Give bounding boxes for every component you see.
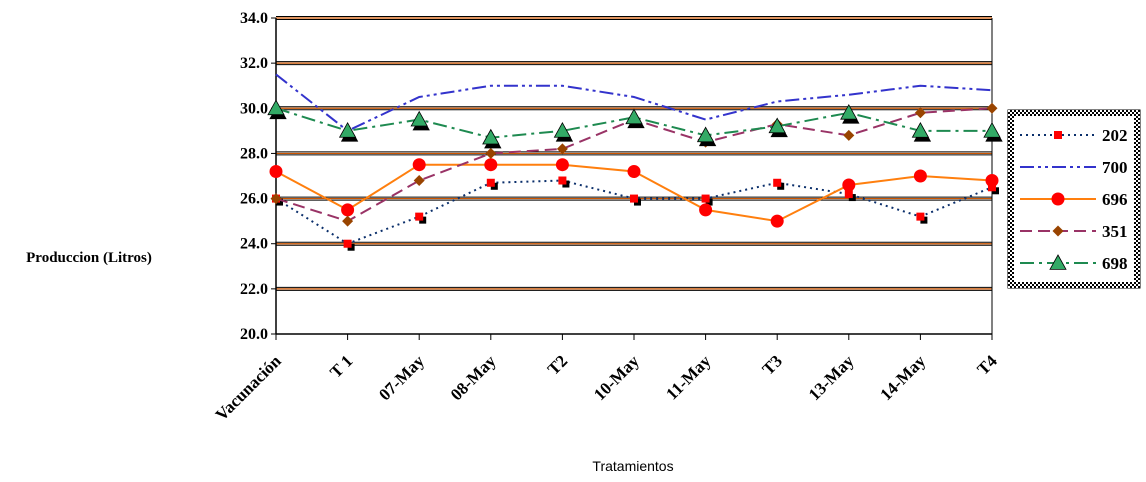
point-202 [630, 194, 638, 203]
x-tick-label: 13-May [805, 351, 858, 404]
point-696 [484, 158, 498, 172]
series-202 [272, 176, 999, 251]
point-696 [555, 158, 569, 172]
point-696 [627, 164, 641, 178]
x-tick-label: T4 [973, 351, 1001, 379]
series-lines [267, 73, 1003, 251]
series-700 [275, 73, 993, 133]
y-tick-label: 20.0 [240, 326, 268, 343]
y-tick-label: 26.0 [240, 191, 268, 208]
point-696 [913, 169, 927, 183]
point-202 [343, 239, 352, 248]
x-tick-label: 08-May [447, 351, 500, 404]
legend-label-698: 698 [1102, 254, 1128, 273]
point-698 [482, 128, 500, 145]
y-tick-label: 28.0 [240, 145, 268, 162]
point-202 [415, 212, 424, 221]
point-698 [267, 99, 285, 116]
point-696 [770, 214, 784, 228]
point-202 [701, 194, 710, 203]
gridlines [276, 16, 992, 291]
y-tick-label: 22.0 [240, 281, 268, 298]
legend-label-700: 700 [1102, 158, 1128, 177]
point-698 [840, 103, 858, 120]
legend-marker-696 [1051, 192, 1065, 206]
point-202 [773, 178, 782, 187]
point-351 [270, 193, 282, 205]
point-698 [983, 122, 1001, 138]
x-tick-label: T 1 [326, 351, 356, 381]
point-698 [553, 122, 572, 138]
x-axis-label: Tratamientos [592, 458, 673, 474]
point-696 [699, 203, 713, 217]
tick-labels: 20.0 22.0 24.0 26.0 28.0 30.0 32.0 34.0 Vacunaci… [212, 10, 1001, 425]
point-351 [556, 143, 568, 155]
point-202 [844, 190, 853, 199]
point-696 [842, 178, 856, 192]
point-351 [342, 215, 354, 227]
legend-label-696: 696 [1102, 190, 1128, 209]
point-696 [985, 174, 999, 188]
point-698 [410, 110, 428, 127]
x-tick-label: 07-May [375, 351, 428, 404]
legend-marker-202 [1054, 131, 1062, 139]
legend-marker-698 [1049, 254, 1067, 270]
x-tick-label: Vacunación [212, 351, 285, 424]
point-202 [558, 176, 567, 185]
y-axis-label: Produccion (Litros) [26, 250, 152, 266]
point-351 [914, 107, 926, 119]
point-696 [341, 203, 355, 217]
point-351 [843, 129, 855, 141]
point-202 [988, 183, 996, 192]
axes [271, 17, 993, 340]
point-202 [486, 178, 495, 187]
y-tick-label: 24.0 [240, 236, 268, 253]
legend-marker-351 [1052, 225, 1064, 237]
series-696 [269, 158, 999, 228]
x-tick-label: 10-May [590, 351, 643, 404]
point-698 [338, 122, 357, 138]
x-tick-label: T3 [759, 351, 786, 378]
point-698 [625, 108, 643, 125]
y-tick-label: 32.0 [240, 55, 268, 72]
x-tick-label: 11-May [662, 351, 715, 404]
point-696 [269, 164, 283, 178]
series-line-700 [275, 73, 993, 133]
legend-label-202: 202 [1102, 126, 1128, 145]
point-351 [485, 147, 497, 159]
point-696 [412, 158, 426, 172]
y-tick-label: 30.0 [240, 100, 268, 117]
legend-label-351: 351 [1102, 222, 1128, 241]
legend: 202 700 696 351 698 [1007, 109, 1141, 289]
series-line-202 [275, 179, 993, 245]
x-tick-label: T2 [544, 351, 571, 378]
point-351 [986, 102, 998, 114]
point-698 [911, 122, 930, 138]
point-698 [696, 126, 715, 143]
x-tick-label: 14-May [876, 351, 929, 404]
point-351 [413, 175, 425, 187]
y-tick-label: 34.0 [240, 10, 268, 27]
series-698 [267, 99, 1003, 149]
point-202 [916, 212, 925, 221]
point-698 [768, 117, 786, 134]
